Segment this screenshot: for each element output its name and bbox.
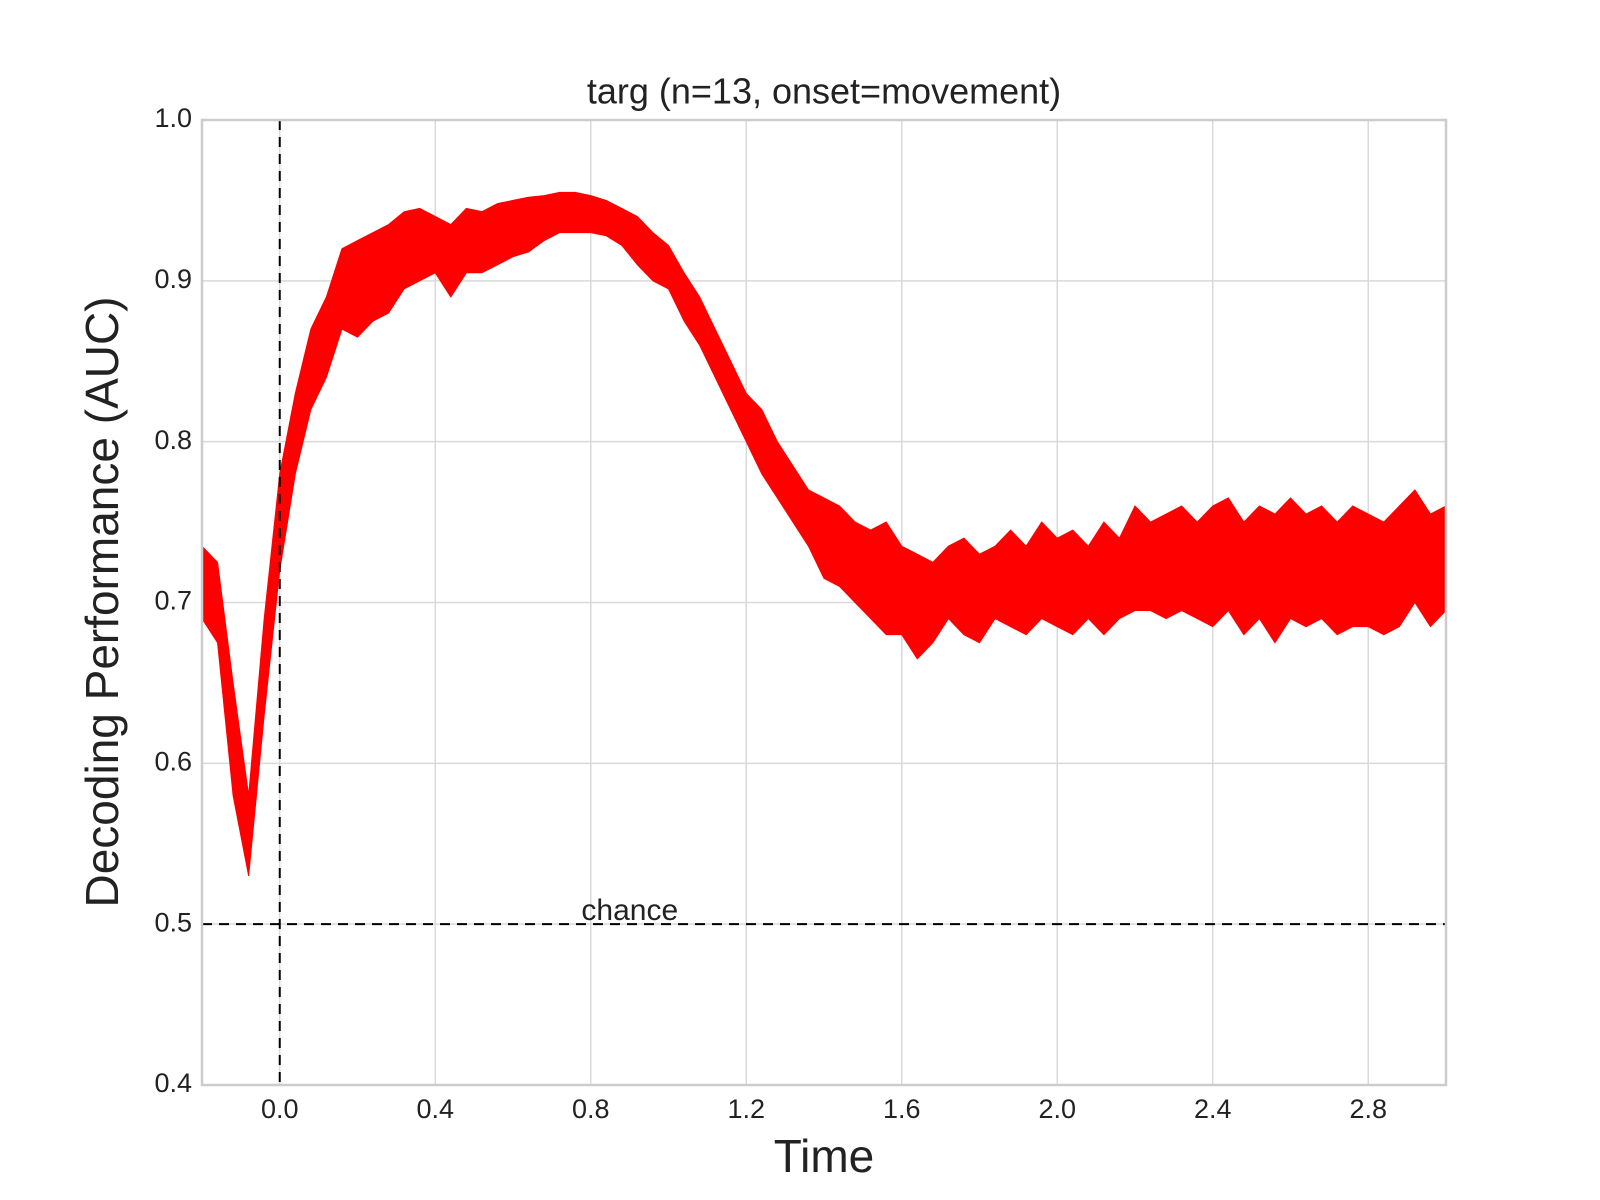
chance-label: chance bbox=[581, 894, 678, 927]
y-axis-label: Decoding Performance (AUC) bbox=[76, 296, 128, 907]
x-tick-label: 0.8 bbox=[572, 1094, 610, 1124]
y-tick-label: 0.5 bbox=[154, 907, 192, 937]
x-tick-label: 2.8 bbox=[1349, 1094, 1387, 1124]
plot-frame bbox=[200, 118, 1448, 1087]
x-tick-label: 1.6 bbox=[883, 1094, 921, 1124]
x-axis-label: Time bbox=[774, 1130, 875, 1182]
y-tick-label: 0.9 bbox=[154, 264, 192, 294]
y-tick-label: 1.0 bbox=[154, 103, 192, 133]
y-tick-label: 0.6 bbox=[154, 746, 192, 776]
y-tick-label: 0.4 bbox=[154, 1068, 192, 1098]
x-tick-label: 0.0 bbox=[261, 1094, 299, 1124]
y-tick-label: 0.8 bbox=[154, 425, 192, 455]
chart-title: targ (n=13, onset=movement) bbox=[587, 71, 1061, 112]
x-tick-label: 2.0 bbox=[1038, 1094, 1076, 1124]
x-tick-label: 0.4 bbox=[416, 1094, 454, 1124]
x-tick-label: 2.4 bbox=[1194, 1094, 1232, 1124]
y-tick-label: 0.7 bbox=[154, 586, 192, 616]
x-tick-label: 1.2 bbox=[727, 1094, 765, 1124]
confidence-band bbox=[201, 191, 1447, 877]
